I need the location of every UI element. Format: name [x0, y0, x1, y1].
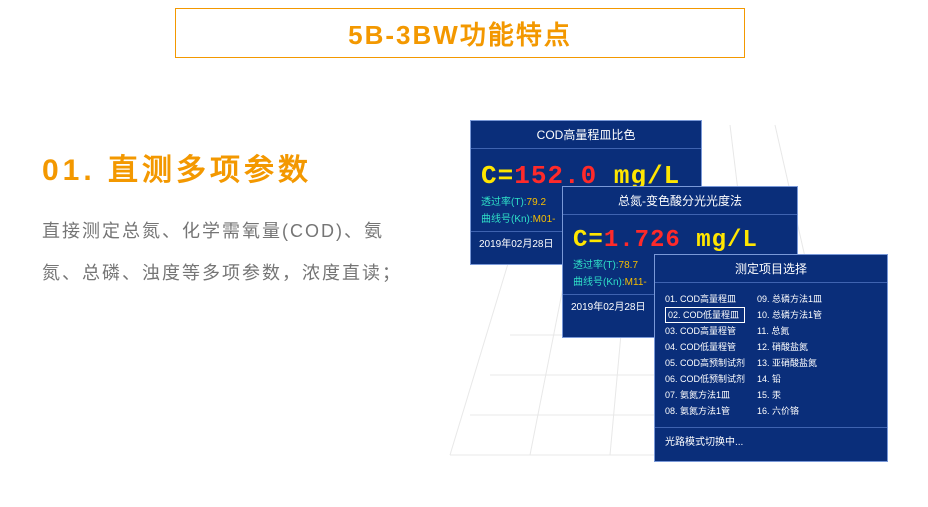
title-box: 5B-3BW功能特点	[175, 8, 745, 58]
menu-col-1: 01. COD高量程皿02. COD低量程皿03. COD高量程管04. COD…	[665, 291, 745, 419]
panel-header: 测定项目选择	[655, 255, 887, 283]
menu-item[interactable]: 13. 亚硝酸盐氮	[757, 355, 822, 371]
panel-header: 总氮-变色酸分光光度法	[563, 187, 797, 215]
menu-item[interactable]: 07. 氨氮方法1皿	[665, 387, 745, 403]
section-heading: 01. 直测多项参数	[42, 145, 312, 189]
title-text: 5B-3BW功能特点	[348, 15, 572, 52]
menu-item[interactable]: 08. 氨氮方法1管	[665, 403, 745, 419]
menu-item[interactable]: 14. 铅	[757, 371, 822, 387]
menu-item[interactable]: 15. 汞	[757, 387, 822, 403]
menu-item[interactable]: 06. COD低预制试剂	[665, 371, 745, 387]
panel-body: 01. COD高量程皿02. COD低量程皿03. COD高量程管04. COD…	[655, 283, 887, 427]
c-eq: C=	[481, 161, 514, 191]
menu-item[interactable]: 05. COD高预制试剂	[665, 355, 745, 371]
menu-item[interactable]: 10. 总磷方法1管	[757, 307, 822, 323]
panel-footer: 光路模式切换中...	[655, 427, 887, 453]
menu-item[interactable]: 16. 六价铬	[757, 403, 822, 419]
menu-item[interactable]: 02. COD低量程皿	[665, 307, 745, 323]
menu-item[interactable]: 01. COD高量程皿	[665, 291, 745, 307]
c-eq: C=	[573, 227, 604, 254]
c-number: 1.726	[604, 227, 681, 254]
menu-item[interactable]: 03. COD高量程管	[665, 323, 745, 339]
menu-item[interactable]: 11. 总氮	[757, 323, 822, 339]
menu-item[interactable]: 12. 硝酸盐氮	[757, 339, 822, 355]
description-text: 直接测定总氮、化学需氧量(COD)、氨氮、总磷、浊度等多项参数，浓度直读；	[42, 210, 410, 294]
panel-header: COD高量程皿比色	[471, 121, 701, 149]
panel-item-select: 测定项目选择 01. COD高量程皿02. COD低量程皿03. COD高量程管…	[654, 254, 888, 462]
concentration-value: C=1.726 mg/L	[573, 221, 787, 254]
menu-item[interactable]: 09. 总磷方法1皿	[757, 291, 822, 307]
panels-container: COD高量程皿比色 C=152.0 mg/L 透过率(T):79.2 曲线号(K…	[470, 120, 900, 460]
menu-col-2: 09. 总磷方法1皿10. 总磷方法1管11. 总氮12. 硝酸盐氮13. 亚硝…	[757, 291, 822, 419]
c-unit: mg/L	[681, 227, 758, 254]
menu-item[interactable]: 04. COD低量程管	[665, 339, 745, 355]
